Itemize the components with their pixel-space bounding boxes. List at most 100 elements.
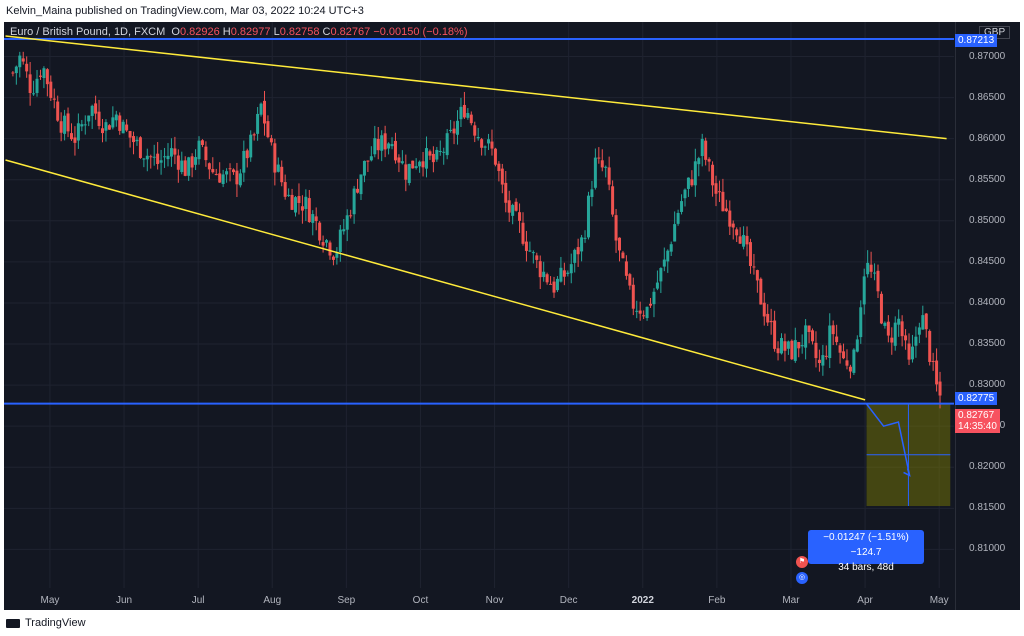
- candle-body: [773, 320, 777, 349]
- candle-body: [325, 240, 329, 243]
- candle-body: [500, 168, 504, 185]
- high-value: 0.82977: [230, 26, 271, 38]
- candle-body: [11, 72, 15, 74]
- tradingview-logo[interactable]: TradingView: [6, 617, 86, 629]
- candle-body: [514, 201, 518, 211]
- candle-body: [631, 284, 635, 309]
- last-price-value: 0.82767: [958, 410, 995, 421]
- candle-body: [704, 140, 708, 160]
- candle-body: [528, 250, 532, 252]
- candle-body: [766, 313, 770, 323]
- candle-body: [493, 148, 497, 165]
- candle-body: [821, 355, 825, 366]
- measure-bars: 34 bars, 48d: [838, 562, 894, 573]
- candle-body: [790, 340, 794, 360]
- candle-body: [356, 188, 360, 193]
- candle-body: [573, 249, 577, 263]
- event-flag-icon[interactable]: ⚑: [796, 556, 808, 568]
- candle-body: [487, 139, 491, 144]
- candle-body: [521, 222, 525, 244]
- candle-body: [387, 143, 391, 149]
- channel-lower-line: [5, 159, 866, 401]
- chart-frame[interactable]: 0.87000 0.86500 0.86000 0.85500 0.85000 0.845…: [4, 22, 1020, 610]
- candle-body: [262, 100, 266, 124]
- candle-body: [242, 150, 246, 173]
- candle-body: [273, 143, 277, 173]
- candle-body: [214, 174, 218, 176]
- candle-body: [900, 321, 904, 337]
- price-axis[interactable]: [955, 22, 1020, 610]
- candle-body: [928, 331, 932, 362]
- candle-body: [897, 318, 901, 325]
- x-tick-label: Apr: [857, 595, 873, 606]
- candle-body: [717, 191, 721, 193]
- publish-bar: Kelvin_Maina published on TradingView.co…: [0, 0, 1024, 22]
- candle-body: [52, 98, 56, 100]
- candle-body: [38, 75, 42, 77]
- candle-body: [331, 256, 335, 260]
- candle-body: [531, 252, 535, 254]
- candle-body: [714, 183, 718, 194]
- candle-body: [256, 113, 260, 134]
- candle-body: [476, 136, 480, 139]
- candle-body: [600, 160, 604, 168]
- candle-body: [362, 160, 366, 176]
- candle-body: [538, 261, 542, 278]
- candle-body: [724, 208, 728, 212]
- candle-body: [449, 129, 453, 131]
- candle-body: [18, 55, 22, 68]
- candle-body: [511, 204, 515, 216]
- candle-body: [311, 214, 315, 223]
- candle-body: [80, 124, 84, 127]
- candle-body: [266, 121, 270, 138]
- candle-body: [159, 160, 163, 163]
- candle-body: [294, 197, 298, 213]
- candle-body: [786, 341, 790, 349]
- candle-body: [917, 327, 921, 335]
- candle-body: [25, 63, 29, 72]
- candle-body: [438, 150, 442, 152]
- candle-body: [480, 139, 484, 148]
- candle-body: [462, 104, 466, 118]
- candle-body: [352, 188, 356, 215]
- candle-body: [483, 146, 487, 148]
- candle-body: [469, 114, 473, 124]
- candle-body: [276, 164, 280, 172]
- candle-body: [459, 106, 463, 120]
- candle-body: [135, 139, 139, 142]
- candle-body: [931, 360, 935, 362]
- candle-body: [228, 168, 232, 170]
- event-globe-icon[interactable]: ◎: [796, 572, 808, 584]
- publish-text: Kelvin_Maina published on TradingView.co…: [6, 5, 364, 17]
- y-tick-label: 0.84000: [969, 296, 1006, 308]
- candle-body: [618, 237, 622, 251]
- candle-body: [97, 111, 101, 126]
- candle-body: [762, 302, 766, 317]
- candle-body: [779, 338, 783, 354]
- candle-body: [138, 137, 142, 158]
- candle-body: [669, 244, 673, 252]
- ohlc-legend: Euro / British Pound, 1D, FXCM O0.82926 …: [10, 26, 468, 38]
- candle-body: [614, 215, 618, 241]
- candle-body: [259, 103, 263, 115]
- candle-body: [431, 153, 435, 163]
- candle-body: [507, 200, 511, 213]
- candle-body: [473, 125, 477, 136]
- candle-body: [611, 186, 615, 215]
- candle-body: [218, 173, 222, 183]
- candle-body: [862, 276, 866, 305]
- candle-body: [428, 151, 432, 156]
- candle-body: [269, 138, 273, 143]
- candle-body: [400, 161, 404, 164]
- candle-body: [342, 229, 346, 232]
- candle-body: [935, 360, 939, 385]
- candle-body: [690, 179, 694, 186]
- y-tick-label: 0.85500: [969, 173, 1006, 185]
- candle-body: [166, 155, 170, 160]
- candle-body: [638, 310, 642, 314]
- candle-body: [225, 171, 229, 175]
- candle-body: [859, 307, 863, 338]
- candle-body: [783, 341, 787, 351]
- chart-svg[interactable]: [4, 22, 1020, 610]
- candle-body: [335, 253, 339, 258]
